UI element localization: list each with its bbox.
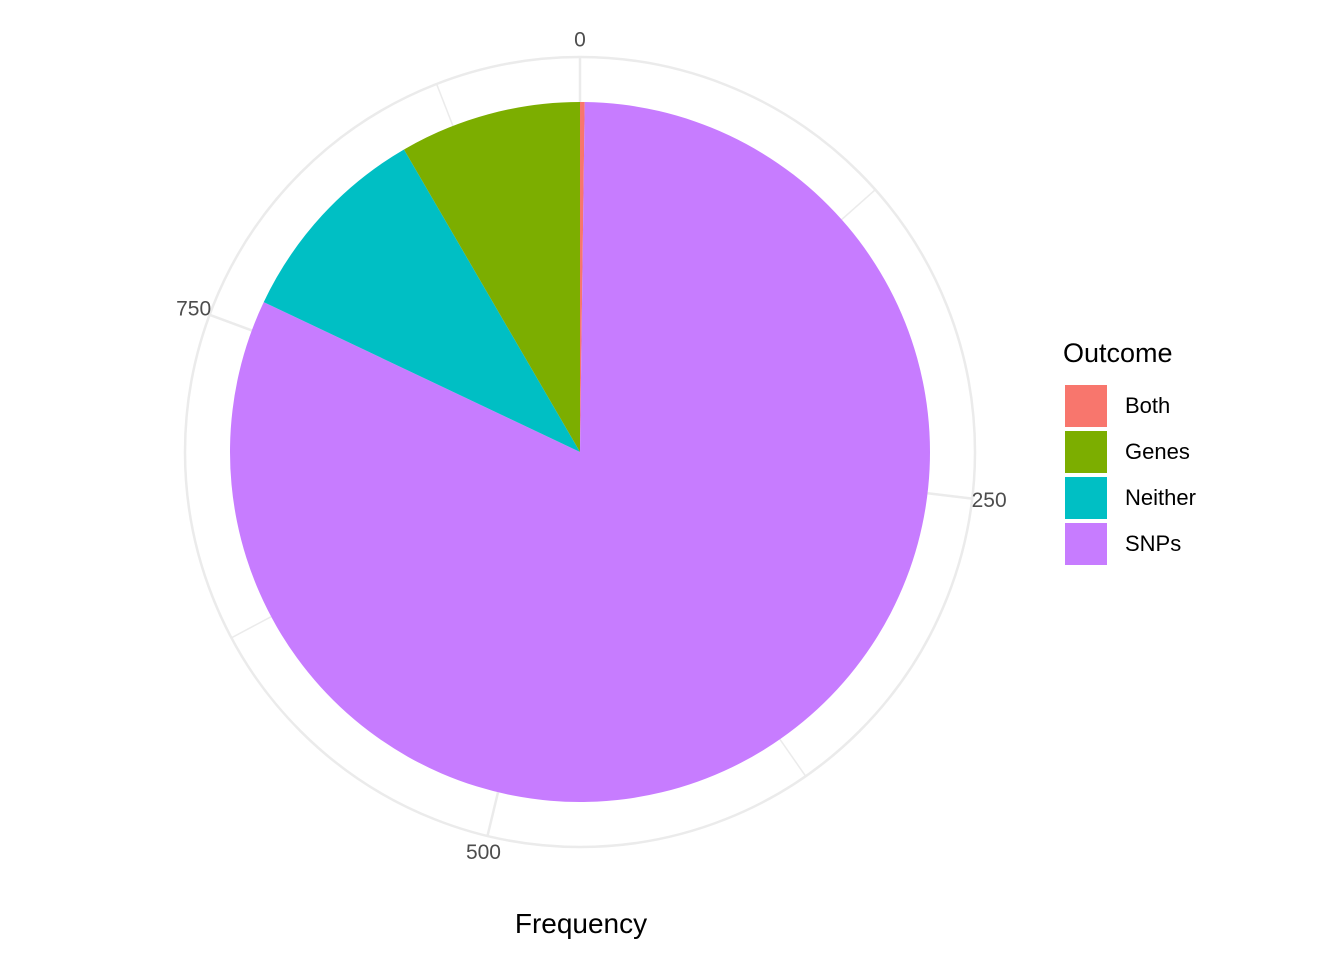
- legend-swatch-neither: [1065, 477, 1107, 519]
- legend-label-snps: SNPs: [1125, 531, 1182, 556]
- tick-label-250: 250: [972, 489, 1007, 512]
- x-axis-title: Frequency: [514, 908, 648, 939]
- pie-slice-both: [580, 102, 585, 452]
- legend-label-both: Both: [1125, 393, 1171, 418]
- polar-grid: [183, 55, 977, 849]
- axis-tick-labels: 0 250 500 750: [176, 29, 1007, 865]
- legend-item-neither: Neither: [1063, 475, 1196, 521]
- legend-swatch-genes: [1065, 431, 1107, 473]
- grid-line: [209, 313, 253, 332]
- pie-slice-genes: [403, 102, 580, 452]
- legend-item-snps: SNPs: [1063, 521, 1196, 567]
- grid-line: [486, 791, 500, 837]
- pie-slice-neither: [263, 149, 580, 452]
- grid-line: [779, 738, 807, 777]
- tick-label-500: 500: [466, 841, 501, 864]
- pie-slices: [230, 102, 930, 802]
- legend-swatch-snps: [1065, 523, 1107, 565]
- legend-swatch-both: [1065, 385, 1107, 427]
- tick-label-0: 0: [574, 29, 586, 52]
- legend-item-both: Both: [1063, 383, 1196, 429]
- grid-line: [841, 189, 876, 221]
- legend-title: Outcome: [1063, 338, 1173, 368]
- legend: Outcome Both Genes Neither SNPs: [1063, 338, 1196, 567]
- legend-item-genes: Genes: [1063, 429, 1196, 475]
- grid-line: [927, 492, 973, 500]
- legend-label-neither: Neither: [1125, 485, 1196, 510]
- pie-slice-snps: [230, 102, 930, 802]
- grid-line: [231, 616, 272, 639]
- legend-label-genes: Genes: [1125, 439, 1190, 464]
- tick-label-750: 750: [176, 297, 211, 320]
- grid-line: [435, 83, 454, 127]
